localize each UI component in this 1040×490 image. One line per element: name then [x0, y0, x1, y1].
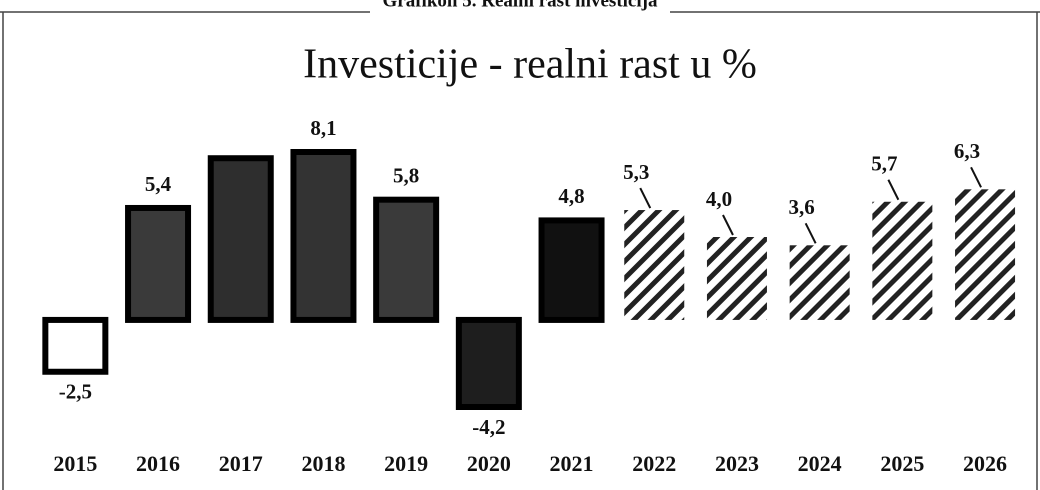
- x-tick-label: 2016: [136, 451, 180, 476]
- data-label: -4,2: [472, 415, 505, 439]
- bar: [955, 189, 1016, 320]
- data-label: 5,7: [871, 152, 897, 176]
- bar: [42, 316, 109, 375]
- x-tick-label: 2026: [963, 451, 1007, 476]
- x-tick-label: 2020: [467, 451, 511, 476]
- chart-title: Investicije - realni rast u %: [303, 42, 757, 88]
- data-label: 5,4: [145, 172, 172, 196]
- x-tick-label: 2025: [880, 451, 924, 476]
- bar: [624, 210, 685, 320]
- x-tick-label: 2017: [219, 451, 263, 476]
- leader-line: [804, 222, 817, 244]
- bar: [872, 201, 933, 320]
- bar: [455, 316, 522, 410]
- header: Grafikon 5. Realni rast investicija: [383, 0, 658, 11]
- x-tick-label: 2021: [550, 451, 594, 476]
- bar: [789, 245, 850, 320]
- x-tick-label: 2019: [384, 451, 428, 476]
- bar: [373, 196, 440, 323]
- leader-line: [639, 187, 652, 209]
- x-tick-label: 2024: [798, 451, 842, 476]
- x-tick-label: 2015: [53, 451, 97, 476]
- bar: [125, 204, 192, 323]
- bar: [706, 237, 767, 320]
- data-label: -2,5: [59, 380, 92, 404]
- x-tick-label: 2018: [301, 451, 345, 476]
- x-tick-label: 2023: [715, 451, 759, 476]
- data-label: 4,8: [558, 184, 584, 208]
- bar: [207, 155, 274, 323]
- leader-line: [887, 179, 900, 201]
- data-label: 6,3: [954, 139, 980, 163]
- data-label: 3,6: [789, 195, 815, 219]
- bar: [290, 149, 357, 323]
- leader-line: [970, 166, 982, 188]
- data-label: 8,1: [310, 116, 336, 140]
- data-label: 4,0: [706, 187, 732, 211]
- leader-line: [722, 214, 734, 236]
- bar: [538, 217, 605, 323]
- data-label: 5,8: [393, 163, 419, 187]
- data-label: 5,3: [623, 160, 649, 184]
- x-tick-label: 2022: [632, 451, 676, 476]
